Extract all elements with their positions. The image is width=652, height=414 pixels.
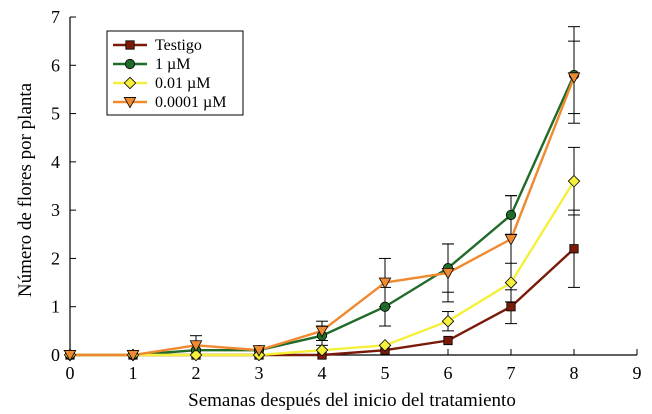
y-tick-label: 4 (51, 152, 60, 172)
data-point (441, 314, 455, 328)
legend-item: 1 µM (113, 56, 190, 73)
legend-item: 0.0001 µM (113, 94, 226, 111)
data-point (126, 350, 140, 362)
y-tick-label: 6 (51, 55, 60, 75)
data-point (505, 209, 517, 221)
legend-marker (123, 97, 137, 109)
y-tick-label: 3 (51, 200, 60, 220)
x-tick-label: 7 (507, 363, 516, 383)
data-point (506, 302, 516, 312)
data-point (378, 339, 392, 352)
data-point (378, 277, 392, 290)
legend-item: Testigo (113, 37, 202, 54)
x-tick-label: 6 (444, 363, 453, 383)
data-point (569, 244, 579, 254)
data-point (504, 234, 518, 246)
series-lines (70, 74, 576, 357)
y-tick-label: 5 (51, 104, 60, 124)
y-tick-label: 0 (51, 345, 60, 365)
y-tick-label: 2 (51, 248, 60, 268)
x-tick-label: 9 (633, 363, 642, 383)
legend-label: 0.0001 µM (155, 94, 226, 111)
y-axis-label: Número de flores por planta (15, 82, 36, 297)
x-tick-label: 5 (381, 363, 390, 383)
data-point (441, 267, 455, 280)
legend-marker (123, 76, 137, 90)
legend: Testigo 1 µM 0.01 µM 0.0001 µM (106, 30, 244, 116)
data-point (315, 343, 329, 357)
x-tick-label: 0 (66, 363, 75, 383)
legend-label: 1 µM (155, 56, 190, 73)
legend-marker (124, 58, 136, 70)
data-point (379, 301, 391, 312)
x-tick-label: 4 (318, 363, 327, 383)
x-tick-label: 3 (255, 363, 264, 383)
x-axis-label: Semanas después del inicio del tratamien… (188, 390, 516, 411)
data-point (315, 325, 329, 338)
legend-item: 0.01 µM (113, 75, 210, 92)
data-point (63, 350, 77, 362)
data-point (252, 345, 266, 357)
data-point (189, 348, 203, 362)
y-tick-label: 1 (51, 297, 60, 317)
data-point (567, 174, 581, 188)
x-tick-label: 2 (192, 363, 201, 383)
axes: 0 1 2 3 4 5 6 7 8 9 0 1 2 3 4 5 6 7 (51, 7, 642, 383)
legend-label: Testigo (155, 37, 202, 54)
data-point (443, 335, 453, 346)
legend-label: 0.01 µM (155, 75, 210, 92)
x-tick-label: 1 (129, 363, 138, 383)
data-point (567, 72, 581, 84)
legend-marker (125, 40, 135, 50)
series-markers (63, 69, 581, 362)
data-point (504, 276, 518, 289)
y-tick-label: 7 (51, 7, 60, 27)
x-tick-label: 8 (570, 363, 579, 383)
data-point (189, 340, 203, 352)
